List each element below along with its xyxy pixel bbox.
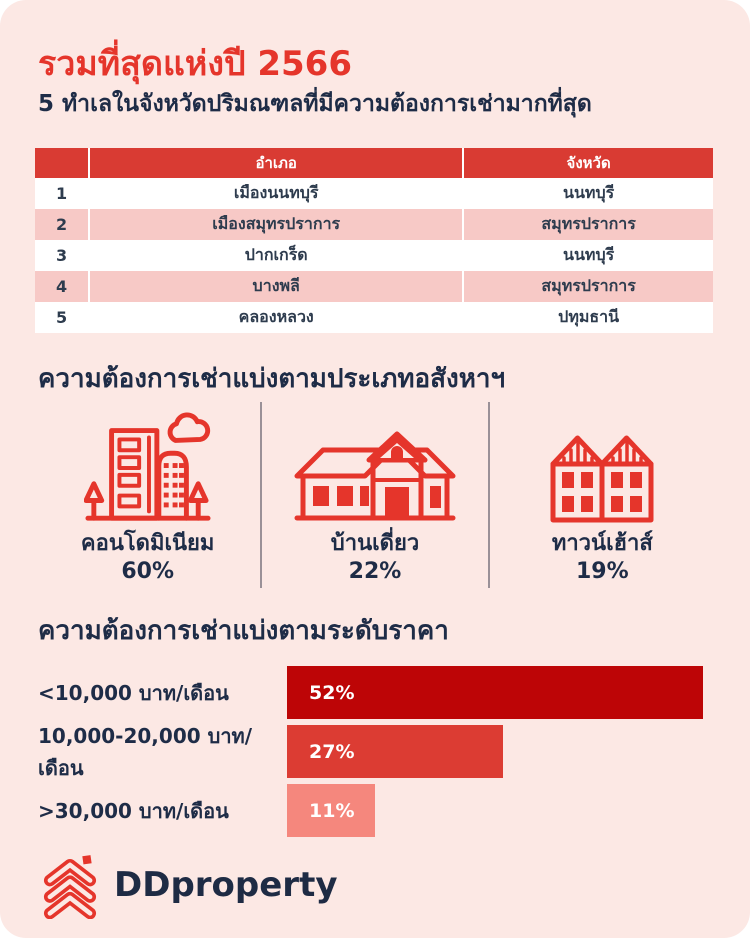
price-bar-row: >30,000 บาท/เดือน 11% bbox=[38, 784, 714, 837]
price-bar-value: 27% bbox=[309, 740, 355, 763]
property-type-label: บ้านเดี่ยว bbox=[330, 531, 420, 556]
table-row: 3 ปากเกร็ด นนทบุรี bbox=[35, 240, 713, 271]
province-cell: ปทุมธานี bbox=[463, 302, 713, 333]
price-level-heading: ความต้องการเช่าแบ่งตามระดับราคา bbox=[38, 616, 449, 646]
province-cell: นนทบุรี bbox=[463, 240, 713, 271]
price-bar-row: <10,000 บาท/เดือน 52% bbox=[38, 666, 714, 719]
condominium-icon bbox=[83, 402, 212, 524]
table-header-row: อำเภอ จังหวัด bbox=[35, 148, 713, 178]
rank-cell: 2 bbox=[35, 209, 91, 240]
province-cell: นนทบุรี bbox=[463, 178, 713, 209]
table-row: 1 เมืองนนทบุรี นนทบุรี bbox=[35, 178, 713, 209]
table-header-province: จังหวัด bbox=[463, 148, 713, 178]
detached-house-icon bbox=[293, 402, 457, 524]
ddproperty-logo-icon bbox=[38, 851, 102, 919]
table-header-rank bbox=[35, 148, 91, 178]
rank-cell: 4 bbox=[35, 271, 91, 302]
price-bar-row: 10,000-20,000 บาท/เดือน 27% bbox=[38, 724, 714, 780]
price-bar: 52% bbox=[287, 666, 703, 719]
district-cell: บางพลี bbox=[89, 271, 465, 302]
property-type-heading: ความต้องการเช่าแบ่งตามประเภทอสังหาฯ bbox=[38, 364, 506, 394]
rank-cell: 3 bbox=[35, 240, 91, 271]
price-range-label: >30,000 บาท/เดือน bbox=[38, 798, 229, 823]
district-cell: ปากเกร็ด bbox=[89, 240, 465, 271]
property-type-value: 19% bbox=[575, 558, 629, 584]
district-cell: เมืองสมุทรปราการ bbox=[89, 209, 465, 240]
price-bar: 11% bbox=[287, 784, 375, 837]
table-row: 4 บางพลี สมุทรปราการ bbox=[35, 271, 713, 302]
property-type-card-house: บ้านเดี่ยว 22% bbox=[260, 402, 487, 588]
price-range-label: <10,000 บาท/เดือน bbox=[38, 680, 229, 705]
district-cell: เมืองนนทบุรี bbox=[89, 178, 465, 209]
townhouse-icon bbox=[547, 402, 657, 524]
price-bar: 27% bbox=[287, 725, 503, 778]
top-locations-table: อำเภอ จังหวัด 1 เมืองนนทบุรี นนทบุรี 2 เมือง… bbox=[35, 148, 713, 333]
property-type-label: ทาวน์เฮ้าส์ bbox=[551, 531, 653, 556]
page-title: รวมที่สุดแห่งปี 2566 bbox=[38, 44, 352, 84]
table-row: 5 คลองหลวง ปทุมธานี bbox=[35, 302, 713, 333]
property-type-card-condo: คอนโดมิเนียม 60% bbox=[35, 402, 260, 588]
price-bar-chart: <10,000 บาท/เดือน 52% 10,000-20,000 บาท/เด… bbox=[38, 666, 714, 843]
footer: DDproperty bbox=[38, 851, 338, 919]
province-cell: สมุทรปราการ bbox=[463, 209, 713, 240]
header: รวมที่สุดแห่งปี 2566 5 ทำเลในจังหวัดปริม… bbox=[38, 42, 718, 120]
table-header-district: อำเภอ bbox=[89, 148, 465, 178]
district-cell: คลองหลวง bbox=[89, 302, 465, 333]
property-type-row: คอนโดมิเนียม 60% bbox=[35, 402, 715, 588]
property-type-label: คอนโดมิเนียม bbox=[80, 531, 215, 556]
property-type-value: 22% bbox=[348, 558, 402, 584]
price-bar-value: 52% bbox=[309, 681, 355, 704]
price-range-label: 10,000-20,000 บาท/เดือน bbox=[38, 723, 253, 780]
rank-cell: 5 bbox=[35, 302, 91, 333]
property-type-card-townhouse: ทาวน์เฮ้าส์ 19% bbox=[487, 402, 715, 588]
property-type-value: 60% bbox=[121, 558, 174, 584]
province-cell: สมุทรปราการ bbox=[463, 271, 713, 302]
table-row: 2 เมืองสมุทรปราการ สมุทรปราการ bbox=[35, 209, 713, 240]
price-bar-value: 11% bbox=[309, 799, 355, 822]
page-subtitle: 5 ทำเลในจังหวัดปริมณฑลที่มีความต้องการเช… bbox=[38, 91, 592, 118]
logo-text: DDproperty bbox=[114, 865, 338, 905]
rank-cell: 1 bbox=[35, 178, 91, 209]
